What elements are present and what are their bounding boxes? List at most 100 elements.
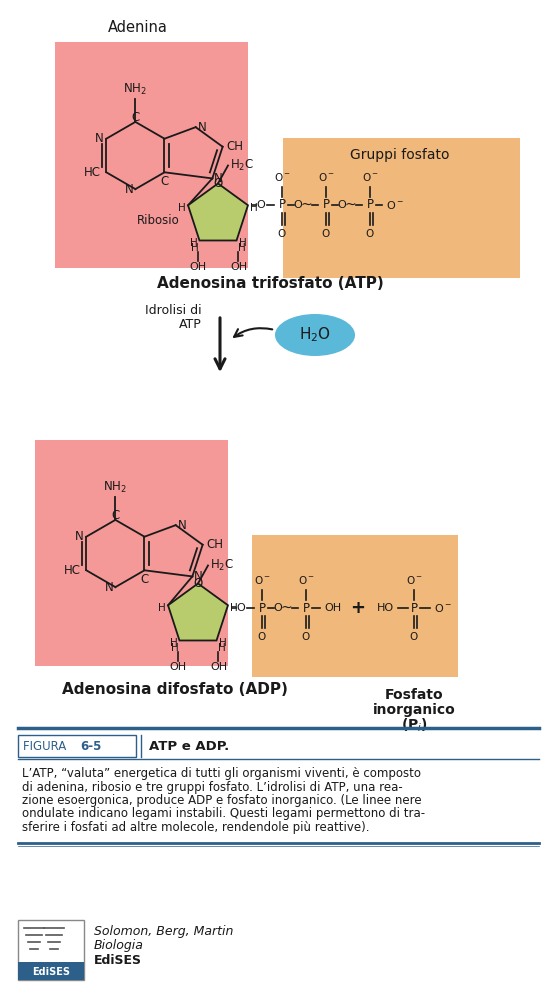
Text: H: H [238, 244, 246, 254]
Text: O: O [273, 603, 282, 613]
Text: FIGURA: FIGURA [23, 739, 70, 752]
Text: O: O [258, 632, 266, 642]
Text: L’ATP, “valuta” energetica di tutti gli organismi viventi, è composto: L’ATP, “valuta” energetica di tutti gli … [22, 767, 421, 780]
Text: H: H [170, 638, 178, 649]
Text: OH: OH [169, 662, 186, 672]
Text: N: N [95, 132, 103, 145]
Text: Adenosina trifosfato (ATP): Adenosina trifosfato (ATP) [157, 276, 383, 290]
Text: Gruppi fosfato: Gruppi fosfato [350, 148, 449, 162]
Text: O$^-$: O$^-$ [253, 574, 271, 586]
Text: H: H [230, 603, 238, 613]
Text: O$^-$: O$^-$ [273, 171, 291, 183]
Text: P: P [323, 198, 330, 211]
Text: ~: ~ [344, 198, 356, 212]
Text: N: N [214, 172, 223, 185]
Bar [370, 535, 458, 677]
Text: O$^-$: O$^-$ [386, 199, 404, 211]
Text: O: O [257, 200, 265, 210]
Text: sferire i fosfati ad altre molecole, rendendole più reattive).: sferire i fosfati ad altre molecole, ren… [22, 821, 369, 834]
Bar [55, 42, 248, 268]
Text: N: N [125, 182, 133, 195]
Text: Ribosio: Ribosio [137, 213, 180, 227]
Text: Fosfato: Fosfato [385, 688, 443, 702]
Text: O: O [237, 603, 246, 613]
Text: OH: OH [324, 603, 341, 613]
Text: ~: ~ [280, 601, 292, 615]
Text: N: N [105, 581, 114, 593]
Text: Idrolisi di: Idrolisi di [145, 303, 202, 316]
Text: Biologia: Biologia [94, 940, 144, 953]
Text: 6-5: 6-5 [80, 739, 101, 752]
Text: EdiSES: EdiSES [32, 967, 70, 977]
Text: Solomon, Berg, Martin: Solomon, Berg, Martin [94, 925, 233, 939]
Text: C: C [131, 111, 139, 124]
Text: O: O [193, 577, 203, 590]
Text: ATP: ATP [179, 318, 202, 331]
Bar [35, 440, 228, 666]
Text: H: H [170, 643, 178, 654]
Text: OH: OH [230, 262, 247, 272]
Text: H$_2$C: H$_2$C [210, 558, 234, 573]
Text: di adenina, ribosio e tre gruppi fosfato. L’idrolisi di ATP, una rea-: di adenina, ribosio e tre gruppi fosfato… [22, 780, 403, 794]
Text: H$_2$C: H$_2$C [230, 158, 254, 173]
Text: H$_2$O: H$_2$O [299, 325, 331, 344]
Text: CH: CH [227, 140, 243, 153]
Text: P: P [258, 601, 266, 614]
Bar [283, 138, 520, 278]
Text: O$^-$: O$^-$ [361, 171, 379, 183]
Bar [18, 962, 84, 980]
Text: ~: ~ [300, 198, 312, 212]
Ellipse shape [275, 314, 355, 356]
Text: H: H [238, 239, 246, 249]
Text: EdiSES: EdiSES [94, 955, 142, 968]
Text: O: O [338, 200, 346, 210]
Text: OH: OH [210, 662, 227, 672]
Text: H: H [218, 638, 226, 649]
Text: C: C [140, 573, 149, 586]
Text: P: P [302, 601, 310, 614]
Text: HO: HO [377, 603, 394, 613]
Text: P: P [278, 198, 286, 211]
Text: O: O [410, 632, 418, 642]
Text: HC: HC [84, 166, 101, 179]
Text: O$^-$: O$^-$ [434, 602, 452, 614]
Text: H: H [178, 203, 186, 213]
Text: zione esoergonica, produce ADP e fosfato inorganico. (Le linee nere: zione esoergonica, produce ADP e fosfato… [22, 794, 422, 807]
Text: H: H [218, 643, 226, 654]
Text: O: O [278, 229, 286, 239]
Text: CH: CH [207, 538, 224, 551]
Text: Adenosina difosfato (ADP): Adenosina difosfato (ADP) [62, 683, 288, 698]
Text: H: H [190, 239, 198, 249]
Text: N: N [178, 519, 187, 532]
Text: N: N [198, 121, 207, 134]
Text: OH: OH [189, 262, 206, 272]
Text: NH$_2$: NH$_2$ [104, 479, 128, 494]
Text: H: H [250, 203, 258, 213]
Text: inorganico: inorganico [373, 703, 456, 717]
Text: +: + [350, 599, 365, 617]
Text: P: P [367, 198, 374, 211]
Bar [18, 920, 84, 980]
Text: N: N [194, 570, 203, 583]
Text: O$^-$: O$^-$ [297, 574, 315, 586]
Bar [252, 535, 452, 677]
Text: C: C [160, 175, 169, 188]
Text: H: H [190, 244, 198, 254]
Text: O: O [366, 229, 374, 239]
Text: C: C [111, 509, 120, 522]
Text: H: H [158, 603, 166, 613]
Polygon shape [188, 183, 248, 241]
Text: P: P [411, 601, 418, 614]
Text: ATP e ADP.: ATP e ADP. [149, 739, 229, 752]
Text: O: O [213, 177, 223, 190]
Bar [18, 735, 136, 757]
Text: HC: HC [64, 564, 81, 577]
Text: O: O [322, 229, 330, 239]
Text: O: O [294, 200, 302, 210]
Text: ondulate indicano legami instabili. Questi legami permettono di tra-: ondulate indicano legami instabili. Ques… [22, 808, 425, 821]
Text: Adenina: Adenina [108, 20, 168, 35]
Text: O$^-$: O$^-$ [405, 574, 423, 586]
Polygon shape [168, 583, 228, 640]
Text: N: N [75, 531, 84, 543]
Text: NH$_2$: NH$_2$ [124, 82, 147, 97]
